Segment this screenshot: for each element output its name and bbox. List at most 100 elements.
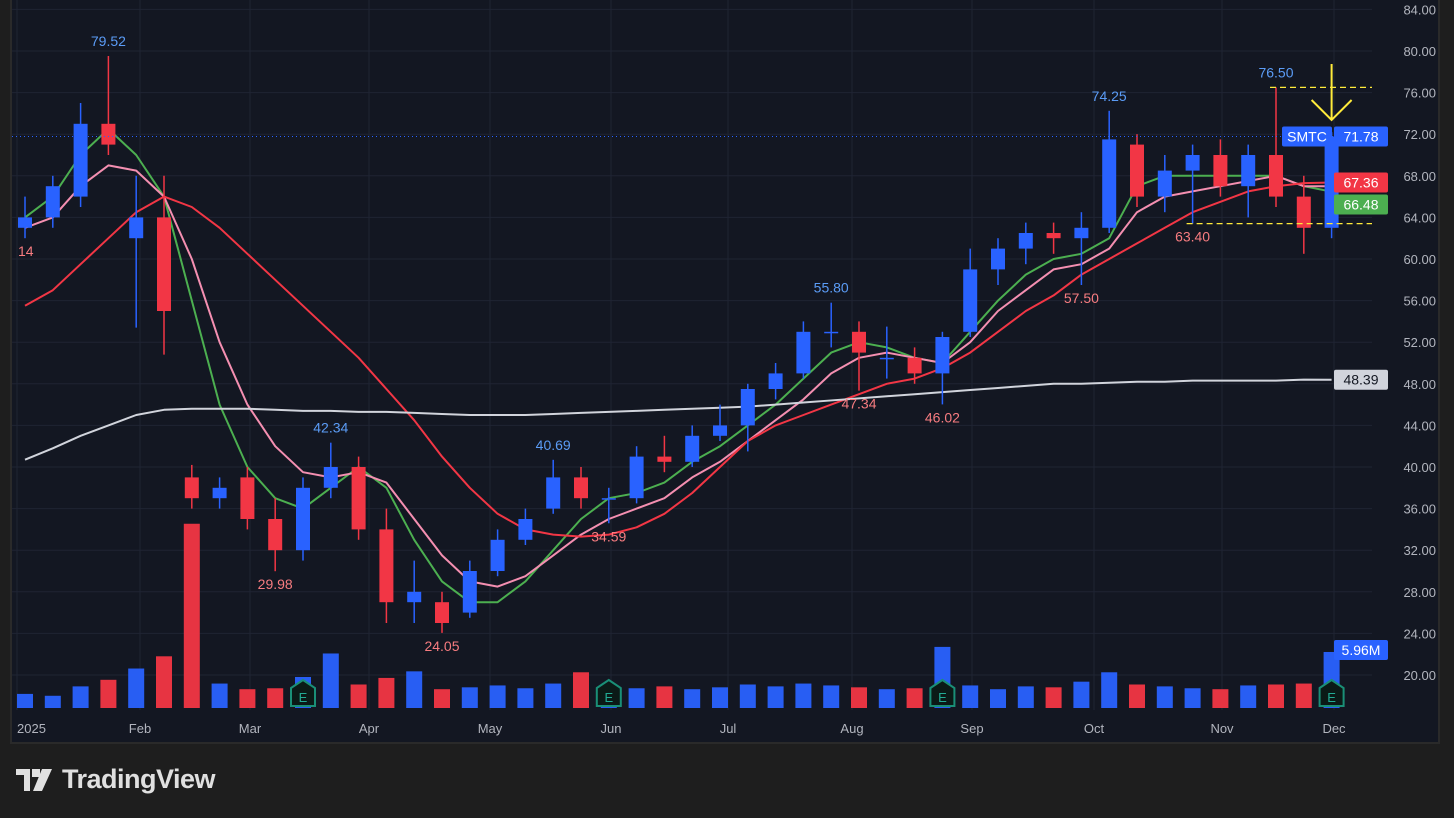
y-tick-label: 48.00 (1403, 377, 1436, 392)
y-tick-label: 24.00 (1403, 626, 1436, 641)
candle-body (1018, 233, 1033, 249)
moving-average-line (24, 181, 1332, 538)
candle-body (1102, 139, 1117, 228)
y-tick-label: 72.00 (1403, 127, 1436, 142)
price-tag (1334, 369, 1388, 390)
volume-bar (44, 695, 61, 708)
x-tick-label: 2025 (17, 721, 46, 736)
symbol-tag (1282, 126, 1332, 147)
volume-bar (183, 523, 200, 708)
x-tick-label: Jul (720, 721, 737, 736)
earnings-marker-label: E (938, 690, 947, 705)
symbol-tag-label: SMTC (1287, 128, 1327, 144)
candle-body (129, 217, 144, 239)
volume-bar (1156, 686, 1173, 708)
candle-body (601, 498, 616, 500)
price-tag (1334, 640, 1388, 661)
y-tick-label: 64.00 (1403, 210, 1436, 225)
volume-bar (1184, 688, 1201, 708)
volume-bar (128, 668, 145, 708)
x-tick-label: Mar (239, 721, 262, 736)
candle-body (462, 571, 477, 613)
pivot-label: 79.52 (91, 33, 126, 49)
price-tag-label: 66.48 (1343, 196, 1378, 212)
volume-bar (517, 688, 534, 708)
candle-body (1130, 144, 1144, 197)
y-tick-label: 68.00 (1403, 169, 1436, 184)
volume-bar (489, 685, 506, 708)
volume-bar (1073, 681, 1090, 708)
volume-bar (990, 689, 1006, 708)
pivot-label: 55.80 (814, 280, 849, 296)
price-tag-label: 48.39 (1343, 372, 1378, 388)
pivot-label: 34.59 (591, 528, 626, 544)
y-tick-label: 44.00 (1403, 418, 1436, 433)
candle-body (1296, 196, 1311, 228)
x-tick-label: Nov (1210, 721, 1234, 736)
candle-body (1213, 155, 1228, 187)
tradingview-logo-icon (16, 768, 52, 791)
earnings-marker-icon (929, 678, 956, 707)
volume-bar (851, 687, 867, 708)
candle-body (407, 591, 422, 603)
chart-panel[interactable]: 84.00 80.00 76.00 72.00 68.00 64.00 60.00 56.00… (10, 0, 1440, 744)
volume-bar (906, 688, 923, 708)
volume-bar (573, 672, 589, 708)
candle-body (852, 331, 866, 353)
x-tick-label: Dec (1322, 721, 1346, 736)
candle-body (212, 487, 227, 499)
candle-body (1074, 227, 1089, 239)
candle-body (184, 477, 199, 499)
candle-body (907, 357, 922, 374)
volume-bar (211, 683, 228, 708)
candle-body (157, 217, 171, 311)
candle-body (1269, 155, 1283, 197)
volume-bar (406, 671, 423, 708)
earnings-marker-label: E (604, 690, 613, 705)
price-tag-label: 67.36 (1343, 174, 1378, 190)
price-chart[interactable]: 84.00 80.00 76.00 72.00 68.00 64.00 60.00 56.00… (12, 0, 1442, 746)
candle-body (629, 456, 644, 499)
price-tag (1334, 172, 1388, 193)
candle-body (1157, 170, 1172, 197)
volume-bar (1017, 686, 1034, 708)
candle-body (240, 477, 255, 519)
candle-body (45, 186, 60, 218)
x-tick-label: Jun (601, 721, 622, 736)
y-tick-label: 40.00 (1403, 460, 1436, 475)
volume-bar (434, 689, 450, 708)
candle-body (991, 248, 1005, 270)
candle-body (935, 337, 950, 374)
volume-bar (1295, 683, 1312, 708)
earnings-marker-icon (595, 678, 622, 707)
candle-body (1185, 155, 1200, 171)
volume-bar (712, 687, 728, 708)
candle-body (963, 269, 978, 332)
moving-average-line (24, 164, 1332, 588)
moving-average-line (24, 378, 1332, 461)
pivot-label: 24.05 (424, 638, 459, 654)
candle-body (713, 425, 727, 436)
y-tick-label: 32.00 (1403, 543, 1436, 558)
volume-bar (350, 684, 367, 708)
pivot-label: 76.50 (1258, 64, 1293, 80)
candle-body (796, 331, 811, 374)
volume-bar (628, 688, 645, 708)
x-tick-label: Sep (960, 721, 983, 736)
volume-bar (72, 686, 89, 708)
tradingview-logo[interactable]: TradingView (16, 764, 216, 795)
candle-body (73, 123, 88, 197)
candle-body (546, 477, 561, 509)
volume-bar (322, 653, 339, 708)
candle-body (351, 467, 366, 530)
earnings-marker-icon (290, 678, 316, 707)
volume-bar (461, 687, 478, 708)
volume-bar (878, 689, 895, 708)
pivot-label: 47.34 (841, 396, 876, 412)
volume-bar (239, 689, 256, 708)
y-tick-label: 76.00 (1403, 86, 1436, 101)
price-tag-label: 71.78 (1343, 128, 1378, 144)
y-tick-label: 80.00 (1403, 44, 1436, 59)
pivot-label: 42.34 (313, 420, 348, 436)
volume-bar (823, 685, 840, 708)
